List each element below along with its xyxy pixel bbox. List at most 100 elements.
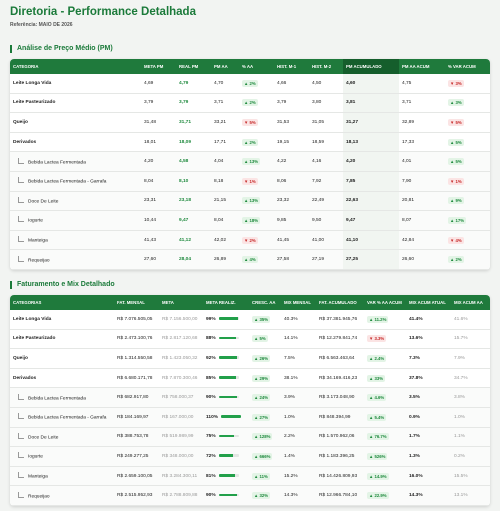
- table-cell: ▲ 2%: [445, 249, 490, 270]
- variation-badge: ▲ 13%: [242, 197, 261, 205]
- table-cell: ▼ 3.3%: [364, 329, 406, 350]
- cell-value: 1.1%: [454, 434, 465, 440]
- parent-row: Queijo 31,48 31,71 33,21 ▼ 5% 31,53 31,05 31,27…: [10, 112, 490, 133]
- cell-value: R$ 2.515.952,93: [117, 493, 153, 499]
- table-cell: 4,50: [309, 74, 343, 94]
- cell-value: 3.9%: [284, 395, 295, 401]
- table-cell: Queijo: [10, 112, 141, 133]
- child-row: Bebida Lactea Fermentada - Garrafa R$ 184…: [10, 407, 490, 428]
- table-cell: 40.3%: [281, 310, 316, 330]
- column-header: CATEGORIA: [10, 59, 141, 74]
- table-cell: 8,07: [399, 210, 445, 231]
- cell-value: 4,58: [179, 159, 189, 165]
- table-cell: 3,71: [399, 93, 445, 114]
- table-cell: 1.7%: [406, 427, 451, 448]
- table-cell: R$ 2.817.120,68: [159, 329, 203, 350]
- column-header: HIST. M-2: [309, 59, 343, 74]
- table-cell: 42,84: [399, 230, 445, 251]
- cell-value: 38.1%: [284, 375, 298, 381]
- table-cell: R$ 167.000,00: [159, 407, 203, 428]
- cell-value: 4,20: [144, 159, 154, 165]
- variation-badge: ▼ 3.3%: [367, 335, 387, 343]
- table-cell: R$ 2.788.809,88: [159, 485, 203, 506]
- table-cell: 8,04: [211, 210, 239, 231]
- table-cell: 41.6%: [451, 310, 490, 330]
- column-header: MIX ACUM AA: [451, 295, 490, 310]
- table-cell: 4,04: [211, 151, 239, 172]
- table-cell: 92%: [203, 348, 249, 369]
- child-row: Requeijao R$ 2.515.952,93 R$ 2.788.809,88 9…: [10, 485, 490, 506]
- table-cell: 41,43: [141, 230, 176, 251]
- cell-value: R$ 249.277,25: [117, 453, 149, 459]
- category-label: Doce De Leite: [28, 435, 59, 441]
- cell-value: R$ 3.173.048,90: [319, 395, 355, 401]
- table-cell: 8,06: [274, 171, 309, 192]
- table-cell: Queijo: [10, 348, 114, 369]
- category-label: Iogurte: [28, 454, 43, 460]
- parent-row: Queijo R$ 1.314.550,58 R$ 1.423.050,32 92% ▲…: [10, 348, 490, 369]
- table-cell: 26,60: [399, 249, 445, 270]
- cell-value: 8,07: [402, 217, 412, 223]
- cell-value: 31,27: [346, 119, 359, 125]
- table-cell: R$ 758.000,37: [159, 387, 203, 408]
- cell-value: 22,49: [312, 198, 325, 204]
- table-cell: Derivados: [10, 368, 114, 389]
- table-cell: 41,45: [274, 230, 309, 251]
- table-cell: ▲ 128%: [249, 427, 281, 448]
- cell-value: 27,58: [277, 257, 290, 263]
- cell-value: 8,06: [277, 178, 287, 184]
- table-cell: ▲ 13%: [239, 151, 274, 172]
- table-cell: 1.4%: [281, 446, 316, 467]
- cell-value: 41,43: [144, 237, 157, 243]
- table-cell: 4,60: [343, 74, 399, 94]
- cell-value: 23,32: [277, 198, 290, 204]
- cell-value: R$ 12.966.784,10: [319, 493, 358, 499]
- cell-value: R$ 7.076.505,05: [117, 316, 153, 322]
- cell-value: 0.9%: [409, 414, 420, 420]
- progress-track: [218, 336, 239, 340]
- table-cell: 1.0%: [451, 407, 490, 428]
- table-cell: Manteiga: [10, 230, 141, 251]
- category-label: Requeijao: [28, 257, 50, 263]
- variation-badge: ▼ 5%: [448, 118, 464, 126]
- variation-badge: ▼ 1%: [242, 177, 258, 185]
- cell-value: 41,45: [277, 237, 290, 243]
- table-cell: Leite Pasteurizado: [10, 329, 114, 350]
- variation-badge: ▲ 2%: [448, 256, 464, 264]
- cell-value: 20,81: [402, 198, 415, 204]
- table-cell: 31,53: [274, 112, 309, 133]
- table-cell: 34.7%: [451, 368, 490, 389]
- section-title: Faturamento e Mix Detalhado: [10, 281, 115, 289]
- variation-badge: ▲ 13%: [242, 158, 261, 166]
- child-row: Bebida Lactea Fermentada 4,20 4,58 4,04 ▲ 13…: [10, 151, 490, 172]
- table-cell: 22,49: [309, 191, 343, 212]
- cell-value: 31,48: [144, 119, 157, 125]
- progress-track: [218, 493, 239, 497]
- cell-value: R$ 1.570.962,06: [319, 434, 355, 440]
- table-cell: ▲ 22.9%: [364, 485, 406, 506]
- cell-value: 41,10: [346, 237, 359, 243]
- table-cell: 41.4%: [406, 310, 451, 330]
- table-cell: R$ 848.394,99: [316, 407, 364, 428]
- column-header: FAT. ACUMULADO: [316, 295, 364, 310]
- data-table: CATEGORIA META PM REAL PM PM AA% AA HIST. M-…: [10, 59, 490, 270]
- tree-connector: [18, 491, 24, 498]
- progress-track: [218, 474, 239, 477]
- table-cell: 15.5%: [451, 466, 490, 487]
- cell-value: 3,80: [312, 100, 322, 106]
- achievement-value: 72%: [206, 453, 216, 459]
- cell-value: R$ 348.000,00: [162, 453, 194, 459]
- table-cell: Manteiga: [10, 466, 114, 487]
- table-cell: R$ 249.277,25: [114, 446, 159, 467]
- table-cell: ▼ 5%: [239, 112, 274, 133]
- table-cell: Iogurte: [10, 210, 141, 231]
- cell-value: 4,50: [312, 80, 322, 86]
- cell-value: R$ 7.870.300,46: [162, 375, 198, 381]
- table-cell: R$ 519.989,99: [159, 427, 203, 448]
- achievement-value: 85%: [206, 375, 216, 381]
- variation-badge: ▲ 27%: [252, 413, 271, 421]
- cell-value: R$ 2.817.120,68: [162, 336, 198, 342]
- tree-connector: [18, 216, 24, 223]
- table-cell: 1.3%: [406, 446, 451, 467]
- table-cell: ▲ 666%: [249, 446, 281, 467]
